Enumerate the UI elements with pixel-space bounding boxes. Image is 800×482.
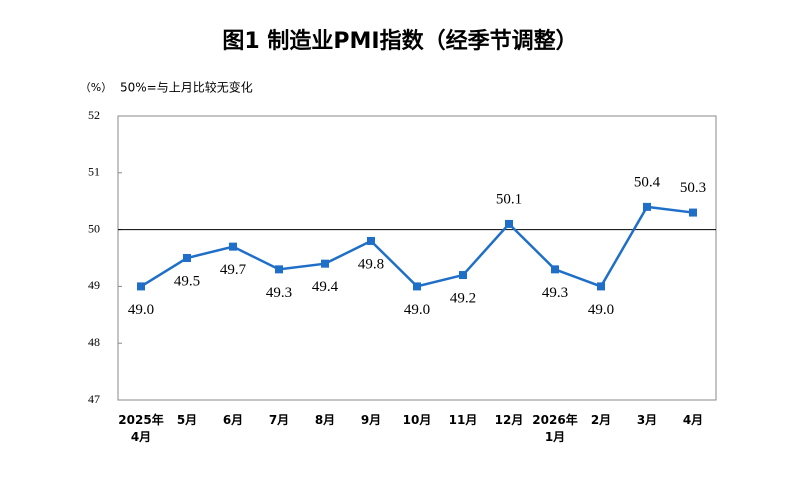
point — [597, 282, 605, 291]
point — [413, 282, 421, 291]
x-tick-label: 9月 — [361, 413, 381, 427]
x-tick-label: 5月 — [177, 413, 197, 427]
value-label: 49.0 — [128, 302, 154, 318]
point — [367, 236, 375, 245]
plot-frame — [117, 115, 717, 401]
point — [137, 282, 145, 291]
x-tick-label: 8月 — [315, 413, 335, 427]
y-tick-label: 51 — [88, 165, 100, 179]
y-tick-label: 47 — [88, 392, 100, 406]
x-tick-label: 4月 — [683, 413, 703, 427]
point — [183, 254, 191, 262]
value-label: 50.1 — [496, 191, 522, 207]
x-tick-label: 2月 — [591, 413, 611, 427]
x-tick-label: 3月 — [637, 413, 657, 427]
value-label: 49.3 — [266, 285, 292, 301]
x-tick-label: 12月 — [495, 413, 524, 427]
x-tick-label: 7月 — [269, 413, 289, 427]
point — [689, 208, 697, 217]
note: 50%=与上月比较无变化 — [120, 80, 253, 95]
point — [321, 259, 329, 268]
y-tick-label: 52 — [88, 108, 100, 122]
y-tick-label: 48 — [88, 335, 100, 349]
point — [643, 202, 651, 211]
value-label: 50.4 — [634, 174, 661, 190]
value-label: 50.3 — [680, 180, 706, 196]
value-label: 49.0 — [588, 302, 614, 318]
value-label: 49.8 — [358, 256, 384, 272]
point — [275, 265, 283, 274]
chart-title: 图1 制造业PMI指数（经季节调整） — [222, 28, 577, 54]
value-label: 49.4 — [312, 279, 339, 295]
x-tick-label: 10月 — [403, 413, 432, 427]
value-label: 49.3 — [542, 285, 568, 301]
x-tick-label: 6月 — [223, 413, 243, 427]
value-label: 49.7 — [220, 262, 247, 278]
y-unit: （%） — [80, 81, 112, 94]
y-tick-label: 49 — [88, 278, 100, 292]
x-tick-label: 2025年 4月 — [118, 412, 163, 444]
x-tick-label: 2026年 1月 — [532, 412, 577, 444]
point — [229, 242, 237, 251]
point — [505, 219, 513, 228]
point — [459, 271, 467, 280]
y-tick-label: 50 — [88, 221, 100, 235]
value-label: 49.0 — [404, 302, 430, 318]
point — [551, 265, 559, 274]
value-label: 49.2 — [450, 290, 476, 306]
value-label: 49.5 — [174, 273, 200, 289]
x-tick-label: 11月 — [449, 413, 478, 427]
